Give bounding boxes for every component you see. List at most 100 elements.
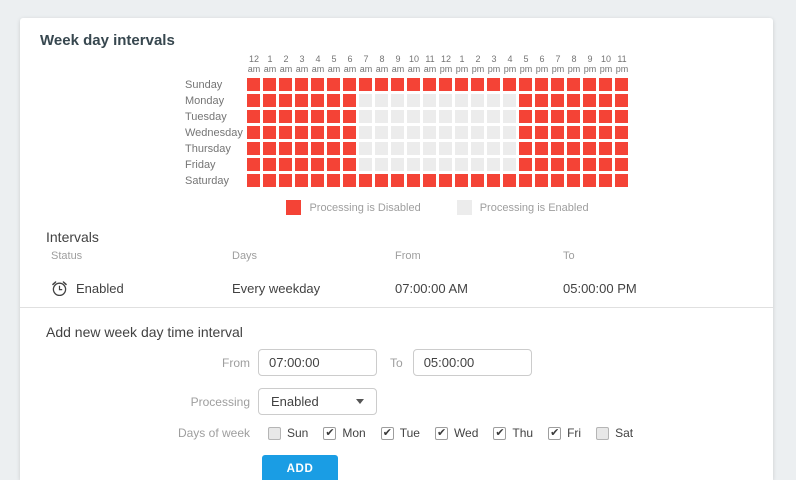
enabled-swatch: [456, 200, 472, 215]
checkbox-icon[interactable]: [434, 426, 448, 440]
cell-processing-disabled: [487, 78, 500, 91]
checkbox-icon[interactable]: [380, 426, 394, 440]
cell-processing-enabled: [503, 158, 516, 171]
day-checkbox-thu[interactable]: Thu: [493, 426, 533, 440]
cell-processing-disabled: [311, 174, 324, 187]
cell-processing-disabled: [247, 158, 260, 171]
legend-label: Processing is Disabled: [309, 201, 421, 214]
cell-processing-disabled: [247, 142, 260, 155]
day-checkbox-sun[interactable]: Sun: [268, 426, 308, 440]
cell-processing-enabled: [375, 126, 388, 139]
from-time-input[interactable]: [258, 349, 377, 376]
day-checkbox-tue[interactable]: Tue: [380, 426, 420, 440]
hour-label: 8 am: [375, 54, 389, 74]
cell-processing-disabled: [359, 78, 372, 91]
day-label: Friday: [185, 158, 216, 171]
cell-processing-disabled: [327, 126, 340, 139]
cell-processing-disabled: [439, 174, 452, 187]
cell-processing-disabled: [567, 94, 580, 107]
cell-processing-disabled: [551, 174, 564, 187]
col-header-days: Days: [232, 249, 258, 262]
cell-processing-disabled: [615, 78, 628, 91]
cell-processing-enabled: [455, 110, 468, 123]
cell-processing-enabled: [503, 110, 516, 123]
day-checkbox-fri[interactable]: Fri: [548, 426, 581, 440]
cell-processing-disabled: [551, 110, 564, 123]
cell-processing-enabled: [391, 142, 404, 155]
cell-processing-enabled: [391, 110, 404, 123]
cell-processing-disabled: [311, 142, 324, 155]
cell-processing-enabled: [391, 126, 404, 139]
checkbox-icon[interactable]: [493, 426, 507, 440]
cell-processing-enabled: [471, 142, 484, 155]
legend-item: Processing is Disabled: [286, 200, 421, 215]
hour-label: 9 pm: [583, 54, 597, 74]
cell-processing-disabled: [599, 78, 612, 91]
days-of-week-group: Sun Mon Tue Wed Thu Fri Sat: [258, 426, 648, 440]
cell-processing-disabled: [311, 78, 324, 91]
to-time-input[interactable]: [412, 349, 532, 376]
cell-processing-disabled: [343, 94, 356, 107]
heatmap-cells: [247, 78, 628, 91]
day-checkbox-wed[interactable]: Wed: [434, 426, 478, 440]
cell-processing-disabled: [615, 126, 628, 139]
hour-label: 11 am: [423, 54, 437, 74]
cell-processing-disabled: [327, 110, 340, 123]
cell-processing-disabled: [519, 126, 532, 139]
cell-processing-disabled: [599, 110, 612, 123]
day-checkbox-mon[interactable]: Mon: [323, 426, 366, 440]
cell-processing-disabled: [567, 110, 580, 123]
heatmap-day-row: Tuesday: [20, 110, 773, 123]
cell-processing-enabled: [439, 94, 452, 107]
checkbox-icon[interactable]: [548, 426, 562, 440]
cell-processing-disabled: [263, 158, 276, 171]
cell-processing-disabled: [599, 94, 612, 107]
page-title: Week day intervals: [40, 32, 175, 49]
hour-label: 6 am: [343, 54, 357, 74]
checkbox-icon[interactable]: [323, 426, 337, 440]
heatmap-hour-header: 12 am 1 am 2 am 3 am 4 am 5 am 6 am 7 am 8 am 9 a…: [246, 54, 773, 74]
hour-label: 10 am: [407, 54, 421, 74]
day-checkbox-sat[interactable]: Sat: [596, 426, 633, 440]
hour-label: 4 am: [311, 54, 325, 74]
cell-processing-disabled: [423, 174, 436, 187]
days-of-week-label: Days of week: [177, 426, 250, 440]
cell-processing-disabled: [311, 110, 324, 123]
cell-processing-disabled: [535, 126, 548, 139]
from-label: From: [222, 355, 250, 370]
checkbox-icon[interactable]: [268, 426, 281, 440]
heatmap-day-row: Saturday: [20, 174, 773, 187]
cell-processing-disabled: [279, 142, 292, 155]
add-button[interactable]: ADD: [262, 455, 338, 480]
cell-processing-disabled: [535, 142, 548, 155]
processing-selected-value: Enabled: [271, 394, 319, 409]
cell-processing-disabled: [263, 142, 276, 155]
hour-label: 4 pm: [503, 54, 517, 74]
processing-select[interactable]: Enabled: [258, 388, 377, 415]
cell-processing-disabled: [263, 78, 276, 91]
cell-processing-enabled: [487, 94, 500, 107]
to-label: To: [390, 355, 403, 370]
interval-from: 07:00:00 AM: [395, 281, 468, 296]
cell-processing-disabled: [519, 78, 532, 91]
hour-label: 2 pm: [471, 54, 485, 74]
cell-processing-disabled: [279, 94, 292, 107]
heatmap-day-row: Thursday: [20, 142, 773, 155]
cell-processing-disabled: [327, 158, 340, 171]
cell-processing-disabled: [503, 174, 516, 187]
cell-processing-disabled: [615, 94, 628, 107]
cell-processing-enabled: [375, 142, 388, 155]
cell-processing-disabled: [295, 174, 308, 187]
col-header-from: From: [395, 249, 421, 262]
cell-processing-enabled: [471, 158, 484, 171]
cell-processing-disabled: [599, 126, 612, 139]
checkbox-icon[interactable]: [596, 426, 610, 440]
cell-processing-disabled: [343, 158, 356, 171]
cell-processing-disabled: [535, 78, 548, 91]
cell-processing-disabled: [615, 142, 628, 155]
cell-processing-disabled: [343, 126, 356, 139]
cell-processing-disabled: [615, 174, 628, 187]
interval-to: 05:00:00 PM: [563, 281, 637, 296]
cell-processing-enabled: [487, 142, 500, 155]
day-label: Wednesday: [185, 126, 243, 139]
